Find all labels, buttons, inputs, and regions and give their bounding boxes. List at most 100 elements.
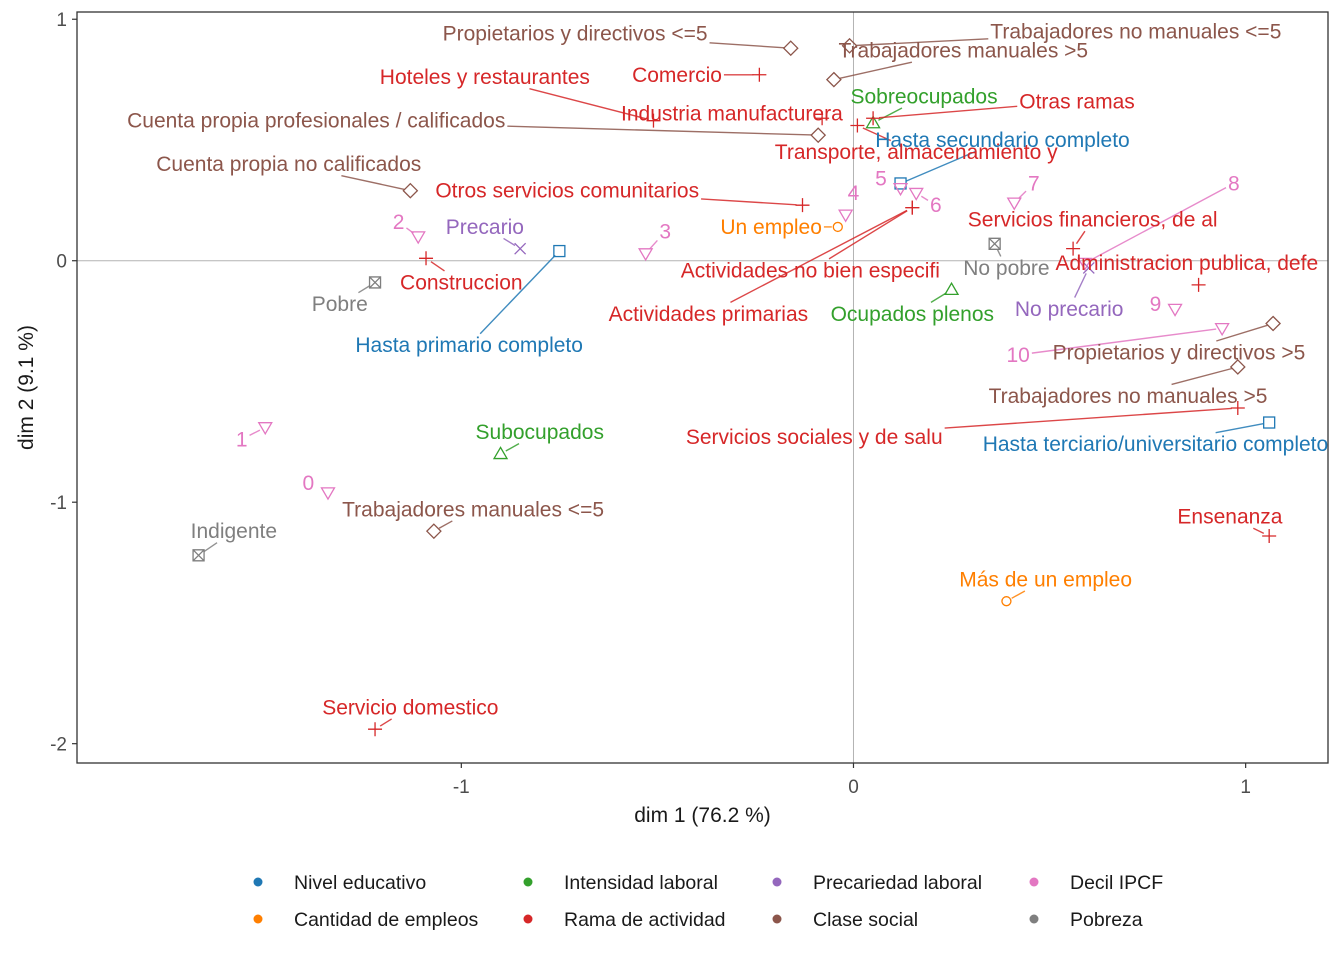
point-clase-social-trabajadores-manuales-5	[825, 71, 842, 88]
label-nivel-educativo-hasta-terciario-universitario-completo: Hasta terciario/universitario completo	[983, 433, 1328, 456]
label-pobreza-indigente: Indigente	[191, 520, 277, 543]
legend-label-rama-de-actividad: Rama de actividad	[564, 909, 726, 931]
connector-pobreza-pobre	[358, 285, 371, 294]
connector-decil-ipcf-10	[1031, 328, 1217, 354]
y-tick-label: -2	[50, 735, 67, 756]
connector-rama-de-actividad-otros-servicios-comunitarios	[701, 198, 797, 206]
label-decil-ipcf-8: 8	[1228, 172, 1240, 195]
label-rama-de-actividad-industria-manufacturera: Industria manufacturera	[621, 102, 843, 125]
legend-label-pobreza: Pobreza	[1070, 909, 1143, 931]
label-rama-de-actividad-administracion-publica-defe: Administracion publica, defe	[1055, 252, 1318, 275]
label-precariedad-laboral-precario: Precario	[446, 216, 524, 239]
point-pobreza-no-pobre	[988, 237, 1001, 250]
label-nivel-educativo-hasta-primario-completo: Hasta primario completo	[355, 334, 583, 357]
label-rama-de-actividad-servicios-sociales-y-de-salu: Servicios sociales y de salu	[686, 426, 943, 449]
point-cantidad-de-empleos-un-empleo	[832, 221, 843, 233]
connector-clase-social-trabajadores-manuales-5	[839, 61, 913, 79]
label-rama-de-actividad-servicios-financieros-de-al: Servicios financieros, de al	[968, 209, 1218, 232]
label-rama-de-actividad-otras-ramas: Otras ramas	[1019, 90, 1135, 113]
legend-label-intensidad-laboral: Intensidad laboral	[564, 872, 718, 894]
legend-key-rama-de-actividad	[523, 914, 533, 924]
connector-rama-de-actividad-servicios-financieros-de-al	[1075, 230, 1086, 245]
label-decil-ipcf-7: 7	[1028, 172, 1040, 195]
point-decil-ipcf-10	[1214, 323, 1230, 337]
connector-intensidad-laboral-sobreocupados	[878, 107, 903, 121]
point-precariedad-laboral-precario	[514, 242, 527, 255]
x-tick-label: -1	[453, 777, 470, 798]
x-tick-label: 1	[1240, 777, 1251, 798]
connector-rama-de-actividad-servicio-domestico	[379, 718, 393, 727]
legend-label-nivel-educativo: Nivel educativo	[294, 872, 426, 894]
point-intensidad-laboral-sobreocupados	[865, 115, 881, 129]
point-rama-de-actividad-servicios-sociales-y-de-salu	[1230, 401, 1245, 416]
label-clase-social-propietarios-y-directivos-5: Propietarios y directivos >5	[1053, 341, 1306, 364]
label-decil-ipcf-9: 9	[1150, 293, 1162, 316]
connector-rama-de-actividad-otras-ramas	[879, 105, 1018, 119]
connector-decil-ipcf-6	[920, 195, 929, 201]
connector-nivel-educativo-hasta-secundario-completo	[905, 150, 976, 182]
label-intensidad-laboral-subocupados: Subocupados	[476, 421, 604, 444]
label-rama-de-actividad-construccion: Construccion	[400, 271, 523, 294]
label-decil-ipcf-4: 4	[848, 182, 860, 205]
legend-item-nivel-educativo: Nivel educativo	[253, 872, 426, 894]
legend-key-decil-ipcf	[1029, 877, 1039, 887]
legend-key-clase-social	[772, 914, 782, 924]
legend-label-clase-social: Clase social	[813, 909, 918, 931]
connector-clase-social-trabajadores-no-manuales-5	[855, 38, 989, 47]
point-pobreza-pobre	[368, 276, 382, 289]
label-decil-ipcf-3: 3	[659, 221, 671, 244]
connector-rama-de-actividad-construccion	[430, 261, 445, 272]
point-clase-social-cuenta-propia-profesionales-calificados	[810, 127, 827, 144]
label-decil-ipcf-2: 2	[393, 211, 405, 234]
legend-label-decil-ipcf: Decil IPCF	[1070, 872, 1163, 894]
label-clase-social-trabajadores-no-manuales-5: Trabajadores no manuales >5	[989, 385, 1268, 408]
reference-lines	[77, 12, 1328, 763]
label-clase-social-trabajadores-manuales-5: Trabajadores manuales <=5	[342, 498, 604, 521]
point-clase-social-cuenta-propia-no-calificados	[402, 182, 419, 199]
label-decil-ipcf-0: 0	[303, 472, 315, 495]
label-clase-social-cuenta-propia-profesionales-calificados: Cuenta propia profesionales / calificado…	[127, 110, 505, 133]
label-intensidad-laboral-ocupados-plenos: Ocupados plenos	[831, 303, 994, 326]
point-rama-de-actividad-ensenanza	[1262, 529, 1277, 544]
connector-nivel-educativo-hasta-terciario-universitario-completo	[1215, 422, 1264, 434]
label-rama-de-actividad-servicio-domestico: Servicio domestico	[322, 696, 498, 719]
legend-key-precariedad-laboral	[772, 877, 782, 887]
point-decil-ipcf-5	[892, 182, 909, 197]
point-decil-ipcf-9	[1167, 303, 1183, 317]
point-clase-social-trabajadores-no-manuales-5	[1229, 359, 1246, 375]
point-decil-ipcf-6	[908, 187, 924, 201]
legend-item-intensidad-laboral: Intensidad laboral	[523, 872, 718, 894]
label-pobreza-no-pobre: No pobre	[963, 257, 1049, 280]
label-rama-de-actividad-transporte-almacenamiento-y: Transporte, almacenamiento y	[775, 141, 1058, 164]
connector-decil-ipcf-3	[649, 239, 658, 250]
point-decil-ipcf-0	[320, 487, 336, 501]
point-rama-de-actividad-actividades-primarias	[905, 200, 920, 215]
point-rama-de-actividad-industria-manufacturera	[815, 111, 830, 126]
connector-rama-de-actividad-actividades-primarias	[730, 209, 908, 303]
connector-intensidad-laboral-subocupados	[505, 443, 520, 452]
point-precariedad-laboral-no-precario	[1082, 262, 1095, 274]
point-decil-ipcf-8	[1077, 257, 1093, 271]
legend-item-clase-social: Clase social	[772, 909, 918, 931]
point-decil-ipcf-3	[638, 248, 654, 262]
point-rama-de-actividad-comercio	[752, 67, 767, 82]
legend: Nivel educativo Cantidad de empleos Intens…	[253, 872, 1163, 931]
label-decil-ipcf-1: 1	[236, 428, 248, 451]
legend-item-cantidad-de-empleos: Cantidad de empleos	[253, 909, 479, 931]
label-decil-ipcf-10: 10	[1007, 344, 1030, 367]
label-precariedad-laboral-no-precario: No precario	[1015, 298, 1124, 321]
connector-decil-ipcf-8	[1089, 187, 1227, 261]
label-clase-social-trabajadores-manuales-5: Trabajadores manuales >5	[838, 40, 1088, 63]
connector-cantidad-de-empleos-mas-de-un-empleo	[1011, 590, 1026, 599]
connector-precariedad-laboral-no-precario	[1074, 273, 1087, 298]
point-decil-ipcf-4	[838, 209, 854, 223]
legend-label-precariedad-laboral: Precariedad laboral	[813, 872, 982, 894]
connector-pobreza-indigente	[203, 542, 218, 553]
x-tick-label: 0	[848, 777, 859, 798]
point-labels: Hasta secundario completo Hasta primario …	[127, 20, 1328, 719]
legend-item-pobreza: Pobreza	[1029, 909, 1143, 931]
label-pobreza-pobre: Pobre	[312, 293, 368, 316]
connector-rama-de-actividad-hoteles-y-restaurantes	[529, 88, 648, 120]
label-rama-de-actividad-actividades-no-bien-especifi: Actividades no bien especifi	[681, 259, 940, 282]
